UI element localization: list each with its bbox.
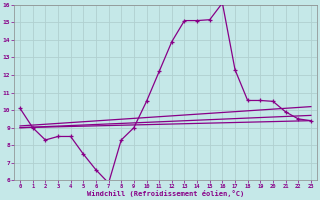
X-axis label: Windchill (Refroidissement éolien,°C): Windchill (Refroidissement éolien,°C) [87, 190, 244, 197]
